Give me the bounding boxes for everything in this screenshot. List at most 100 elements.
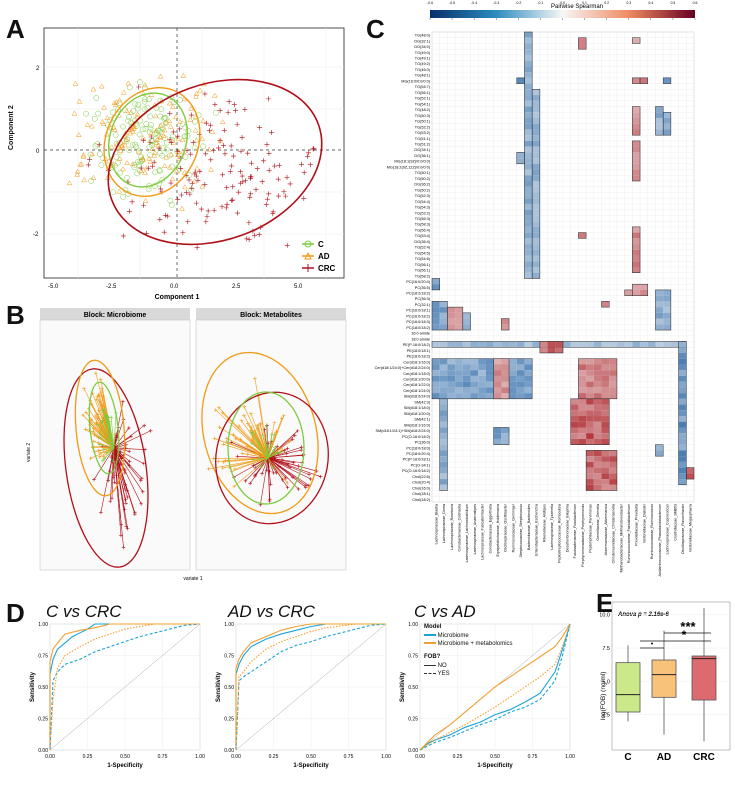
a-point-crc [263,202,269,208]
c-cell [432,393,440,399]
d-xtick: 0.50 [490,754,500,760]
c-colorbar-tick: 0.0 [560,1,565,5]
a-point-c [161,115,168,122]
c-cell [593,398,602,405]
c-row-label: TG(54:7) [415,85,431,89]
a-point-c [91,115,98,122]
c-cell [586,381,594,388]
a-point-crc [203,219,209,225]
c-cell [640,289,648,296]
d-legend-fob-1: YES [424,671,450,677]
a-point-crc [305,150,311,156]
c-cell [532,100,540,107]
a-point-ad [124,160,130,165]
c-cell [501,341,510,348]
c-cell [539,341,548,348]
c-cell [601,398,610,405]
c-col-label: Ruminococcaceae_Ruminococcus [650,504,654,559]
c-cell [532,123,540,130]
c-cell [601,450,610,457]
a-ylabel: Component 2 [8,105,15,150]
a-point-crc [198,206,204,212]
a-point-crc [223,205,229,211]
c-row-label: Cer(d18:1/16:0) [403,360,430,364]
a-point-ad [119,142,125,148]
a-point-c [140,126,146,133]
b-arrow-tip [139,478,143,483]
b-arrow [267,457,310,486]
a-legend: C AD CRC [302,240,336,273]
c-col-label: Lachnospiraceae_Coprococcus [666,504,670,555]
a-point-crc [189,185,195,191]
c-cell [524,186,533,193]
c-cell [609,461,617,468]
c-cell [586,341,594,348]
c-row-label: TG(54:4) [415,200,431,204]
b-arrow [113,447,128,491]
a-point-crc [264,142,270,148]
c-cell [647,341,656,348]
c-cell [485,364,494,371]
b-arrow-tip [279,450,283,454]
b-arrow [256,425,269,459]
c-cell [462,312,471,319]
c-cell [678,393,687,399]
c-row-label: PC(18:2/18:2) [406,292,430,296]
b-arrow-tip [127,426,131,430]
c-cell [678,375,687,382]
c-cell [586,467,594,474]
b-arrow-tip [95,422,100,427]
c-col-label: Coriobacteriaceae_Collinsella [458,504,462,552]
c-cell [501,433,510,439]
a-point-crc [96,142,102,148]
c-row-label: TG(50:1) [415,120,431,124]
a-point-c [191,144,198,151]
c-cell [501,358,510,365]
b-arrow-tip [282,448,287,453]
c-row-label: SM(d18:1/16:0) [404,423,431,427]
a-legend-c: C [318,240,324,249]
a-point-ad [211,92,218,98]
b-arrow [91,419,115,449]
c-cell [593,484,602,491]
b-arrow-tip [268,482,273,487]
c-row-label: MG(18:2(9Z,12Z)/0:0/0:0) [387,165,431,169]
c-row-label: DG(32:1) [414,39,430,43]
c-col-label: Ruminococcaceae_Gemmiger [511,503,515,552]
panel-c-heatmap: Pairwise Spearman -0.6 -0.5 -0.4 -0.3 -0.2 -0… [375,1,698,577]
c-cell [501,375,510,382]
a-point-crc [221,142,227,148]
c-row-label: DG(36:1) [414,154,430,158]
a-point-c [182,154,189,160]
c-cell [593,450,602,457]
c-cell [470,358,479,365]
b-arrow [233,434,269,459]
b-arrow-tip [265,443,269,448]
a-point-c [116,100,123,106]
a-point-c [98,162,105,169]
c-row-label: MG(16:0/0:0/0:0) [401,79,430,83]
b-arrow [267,455,303,459]
a-point-crc [228,143,234,149]
b-arrow-tip [118,450,123,454]
c-cell [516,77,525,84]
a-point-ad [172,114,179,120]
c-cell [516,387,525,394]
b-arrow-tip [267,499,272,503]
c-cell [485,370,494,376]
e-ytick: 7.5 [602,646,610,652]
c-col-label: Oscillospiraceae_Flavonifractor [681,503,685,554]
c-cell [455,387,463,394]
b-arrow-tip [242,413,246,418]
panel-e-boxplot: Anova p = 2.16e-6 *** * • C AD CRC 10.0 7… [600,601,731,763]
b-arrow-tip [94,371,98,375]
a-point-ad [121,89,127,95]
b-arrow-tip [296,487,301,491]
a-point-crc [281,189,287,195]
c-cell [532,232,540,239]
c-cell [524,60,533,67]
b-arrow [237,456,269,459]
a-point-ad [180,72,187,78]
b-arrow-tip [121,399,125,404]
b-arrow-tip [83,427,88,432]
